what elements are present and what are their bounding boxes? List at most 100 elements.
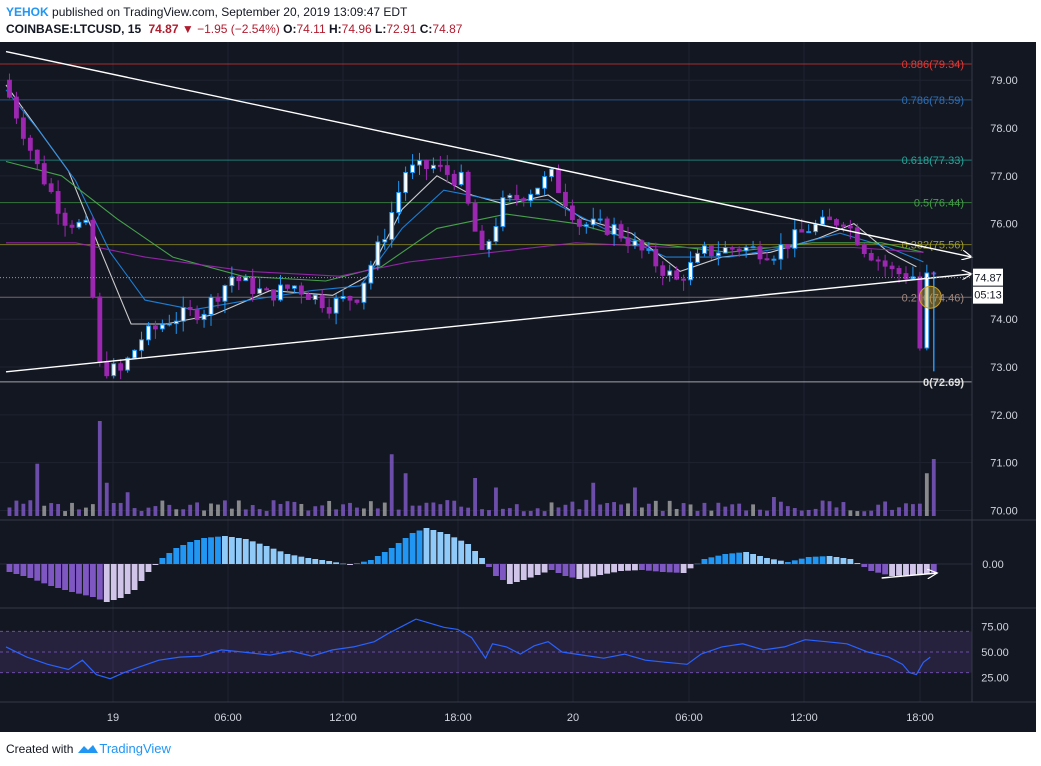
candle-body: [257, 288, 263, 294]
volume-bar: [292, 501, 297, 516]
volume-bar: [160, 500, 165, 516]
macd-histogram-bar: [527, 564, 534, 578]
macd-histogram-bar: [687, 564, 694, 569]
candle-body: [771, 258, 777, 261]
macd-histogram-bar: [270, 548, 277, 564]
candle-body: [764, 258, 770, 261]
macd-histogram-bar: [764, 558, 770, 564]
candle-body: [319, 294, 325, 309]
volume-bar: [674, 508, 679, 516]
tradingview-brand: TradingView: [99, 741, 171, 756]
macd-histogram-bar: [673, 564, 680, 573]
candle-body: [667, 270, 673, 276]
author-name[interactable]: YEHOK: [6, 5, 49, 19]
macd-histogram-bar: [576, 564, 583, 579]
volume-bar: [42, 505, 47, 516]
volume-bar: [146, 507, 151, 516]
macd-histogram-bar: [145, 564, 152, 572]
candle-body: [166, 323, 172, 326]
tradingview-logo[interactable]: TradingView: [77, 740, 171, 758]
volume-bar: [612, 502, 617, 516]
candle-body: [875, 259, 881, 262]
volume-bar: [334, 509, 339, 516]
macd-histogram-bar: [437, 532, 444, 564]
volume-bar: [375, 508, 380, 516]
macd-pane: 0.00: [0, 528, 1004, 602]
candle-body: [458, 171, 464, 186]
ohlc-line: COINBASE:LTCUSD, 15 74.87 ▼ −1.95 (−2.54…: [6, 21, 1036, 38]
volume-bar: [452, 500, 457, 516]
macd-histogram-bar: [402, 538, 409, 564]
candle-body: [118, 363, 124, 371]
macd-histogram-bar: [409, 533, 416, 564]
macd-histogram-bar: [284, 554, 291, 564]
macd-histogram-bar: [340, 563, 346, 565]
volume-bar: [500, 508, 505, 516]
candle-body: [639, 240, 645, 251]
candle-body: [41, 163, 47, 185]
volume-bar: [876, 504, 881, 516]
price-tick-label: 72.00: [990, 410, 1018, 422]
volume-bar: [445, 500, 450, 516]
volume-bar: [285, 501, 290, 516]
volume-bar: [633, 487, 637, 516]
chart-canvas[interactable]: 0.886(79.34) 0.786(78.59) 0.618(77.33) 0.5(…: [0, 42, 1036, 732]
macd-histogram-bar: [750, 554, 756, 564]
candle-body: [590, 218, 596, 226]
macd-histogram-bar: [388, 548, 395, 564]
candle-body: [69, 224, 75, 228]
high-label: H:: [328, 22, 342, 36]
macd-histogram-bar: [451, 537, 458, 564]
candle-body: [437, 164, 443, 167]
macd-histogram-bar: [611, 564, 618, 573]
candle-body: [305, 293, 311, 301]
macd-histogram-bar: [798, 558, 805, 564]
candle-body: [861, 244, 867, 254]
macd-histogram-bar: [319, 560, 326, 564]
fib-level-label: 0.886(79.34): [902, 59, 964, 71]
candle-body: [646, 248, 652, 251]
time-tick-label: 18:00: [906, 712, 934, 724]
volume-bar: [681, 503, 686, 516]
volume-bar: [125, 492, 130, 516]
macd-histogram-bar: [499, 564, 506, 580]
candle-body: [333, 298, 339, 314]
candle-body: [535, 187, 541, 195]
candle-body: [889, 265, 895, 270]
candle-body: [493, 226, 499, 242]
time-tick-label: 20: [567, 712, 579, 724]
time-tick-label: 12:00: [329, 712, 357, 724]
volume-bar: [521, 511, 526, 516]
macd-histogram-bar: [395, 543, 402, 564]
macd-histogram-bar: [48, 564, 55, 586]
candle-body: [896, 268, 902, 275]
volume-bar: [862, 511, 867, 516]
candle-body: [430, 164, 436, 169]
candle-body: [278, 284, 283, 301]
volume-bar: [181, 509, 186, 516]
macd-histogram-bar: [235, 538, 242, 564]
candle-body: [7, 79, 12, 98]
candle-body: [271, 289, 276, 301]
candle-body: [625, 237, 631, 247]
candle-body: [688, 261, 693, 281]
volume-bar: [341, 504, 345, 516]
volume-bar: [28, 500, 33, 516]
axis-labels: 19 06:00 12:00 18:00 20 06:00 12:00 18:00 79.00 7…: [0, 75, 1018, 724]
moving-average-line: [5, 160, 924, 282]
trendline: [5, 274, 972, 373]
macd-axis-label: 0.00: [982, 559, 1003, 571]
volume-bar: [153, 506, 158, 516]
macd-histogram-bar: [819, 556, 826, 564]
candle-body: [465, 171, 471, 204]
candle-body: [611, 224, 617, 235]
macd-histogram-bar: [228, 537, 235, 564]
macd-histogram-bar: [305, 558, 312, 564]
time-tick-label: 12:00: [790, 712, 818, 724]
macd-histogram-bar: [784, 562, 791, 564]
price-change: −1.95 (−2.54%): [197, 22, 280, 36]
fib-retracement: 0.886(79.34) 0.786(78.59) 0.618(77.33) 0.5(…: [0, 59, 972, 389]
macd-histogram-bar: [882, 564, 889, 575]
macd-histogram-bar: [110, 564, 117, 600]
volume-bar: [368, 501, 373, 516]
